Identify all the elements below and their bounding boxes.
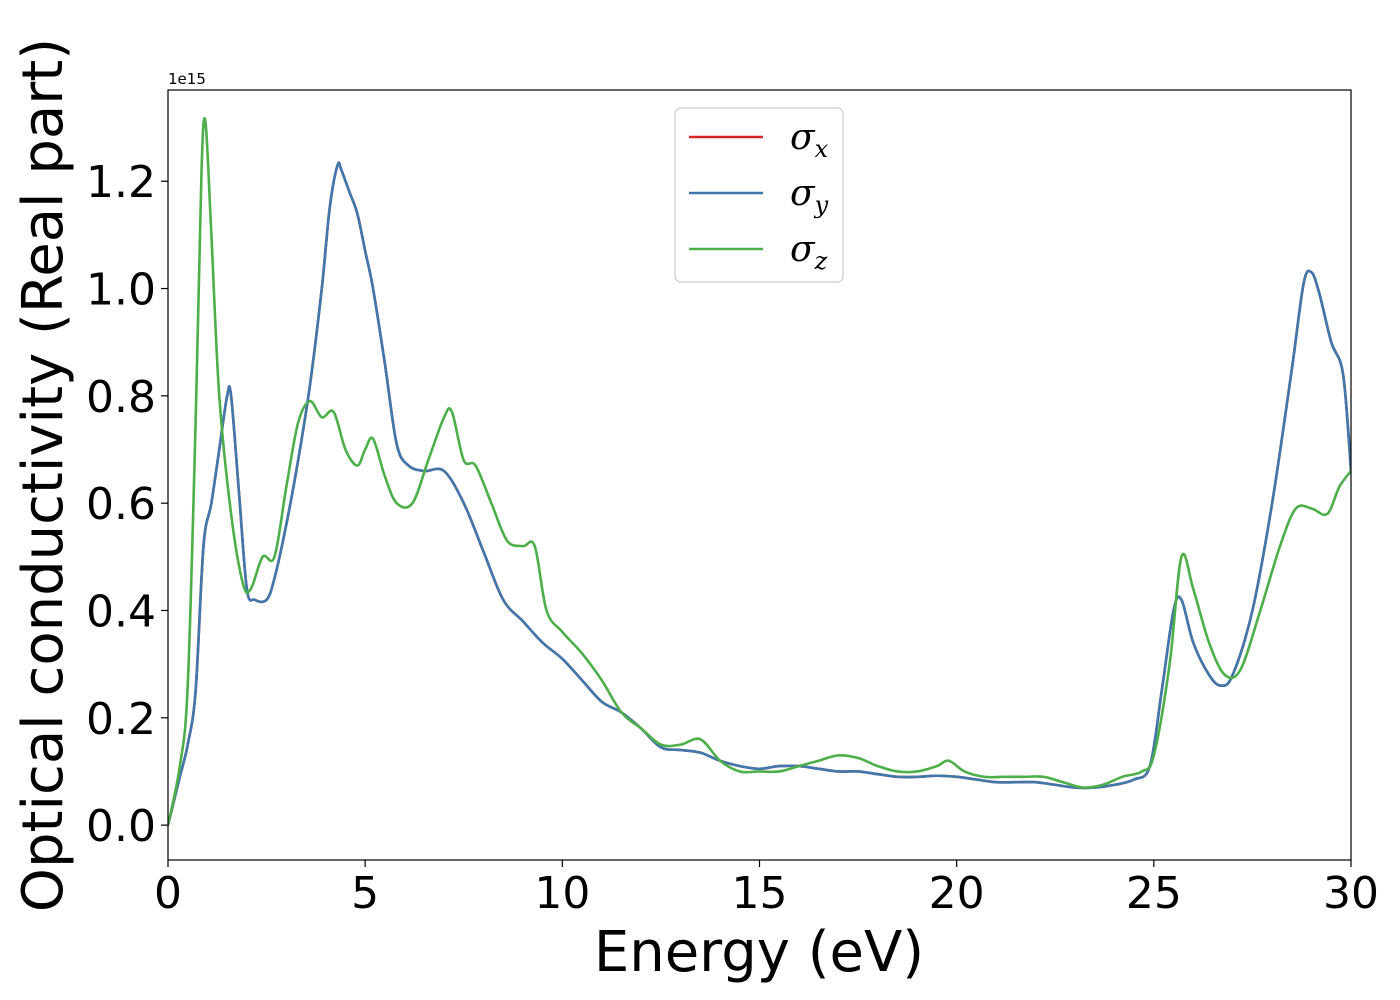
y-axis: 0.0 0.2 0.4 0.6 0.8 1.0 1.2	[86, 157, 168, 852]
y-tick-label: 1.2	[86, 157, 156, 208]
y-tick-label: 1.0	[86, 265, 156, 316]
y-axis-title: Optical conductivity (Real part)	[11, 38, 76, 912]
x-tick-label: 20	[929, 868, 985, 919]
legend-frame	[674, 107, 844, 283]
x-tick-label: 15	[732, 868, 788, 919]
x-tick-label: 10	[534, 868, 590, 919]
y-tick-label: 0.2	[86, 694, 156, 745]
y-tick-label: 0.8	[86, 372, 156, 423]
series-layer	[168, 116, 1351, 827]
x-tick-label: 30	[1323, 868, 1379, 919]
legend-label-z: σz	[790, 229, 828, 275]
y-tick-label: 0.4	[86, 586, 156, 637]
series-line-y	[168, 161, 1351, 827]
y-tick-label: 0.0	[86, 801, 156, 852]
x-tick-label: 0	[154, 868, 182, 919]
y-tick-label: 0.6	[86, 479, 156, 530]
legend-label-y: σy	[790, 173, 829, 219]
x-tick-label: 25	[1126, 868, 1182, 919]
x-axis: 0 5 10 15 20 25 30	[154, 860, 1379, 919]
x-axis-title: Energy (eV)	[594, 920, 924, 985]
legend-label-x: σx	[790, 117, 829, 163]
legend: σx σy σz	[674, 107, 844, 283]
y-offset-label: 1e15	[168, 70, 206, 88]
x-tick-label: 5	[351, 868, 379, 919]
series-line-z	[168, 116, 1351, 827]
